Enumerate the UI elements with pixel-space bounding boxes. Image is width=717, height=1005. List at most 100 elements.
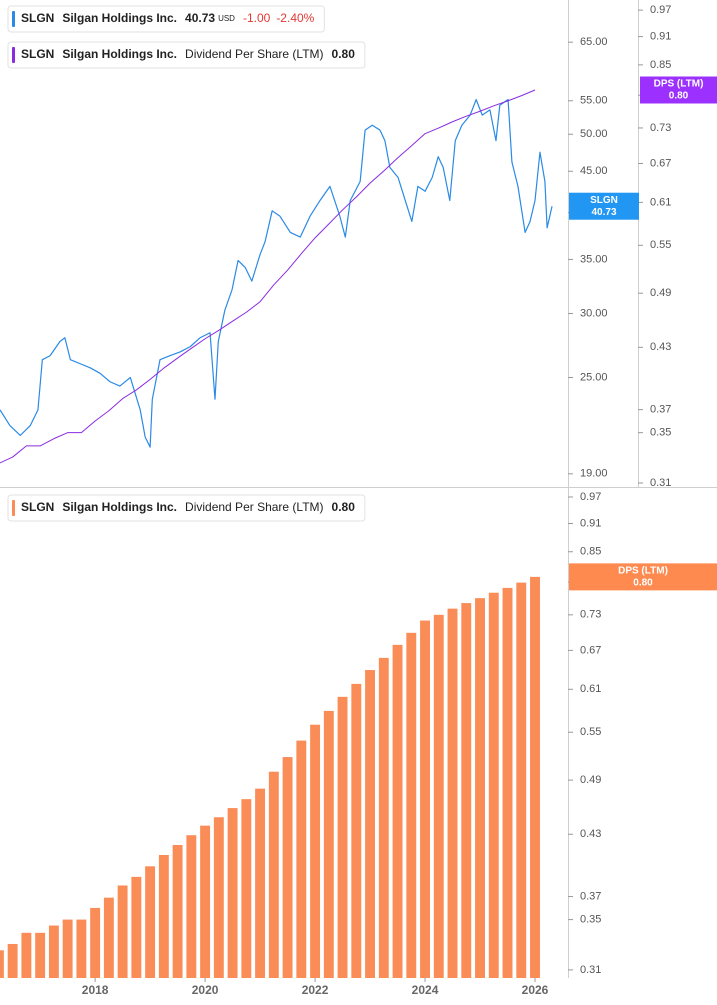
y-tick-label: 50.00 <box>580 128 608 140</box>
legend-text: Silgan Holdings Inc. <box>62 11 177 25</box>
bar <box>131 876 142 978</box>
y-tick-label: 0.73 <box>580 609 601 621</box>
bar <box>488 592 499 978</box>
y-tick-label: 0.67 <box>580 644 601 656</box>
y-tick-label: 65.00 <box>580 36 608 48</box>
y-tick-label: 0.97 <box>580 491 601 503</box>
y-tick-label: 35.00 <box>580 253 608 265</box>
legend-text: Silgan Holdings Inc. <box>62 500 177 514</box>
bar <box>35 932 46 978</box>
y-tick-label: 0.43 <box>580 828 601 840</box>
y-tick-label: 0.37 <box>580 890 601 902</box>
y-tick-label: 55.00 <box>580 95 608 107</box>
y-tick-label: 0.85 <box>650 59 671 71</box>
legend-text: Dividend Per Share (LTM) <box>185 47 324 61</box>
legend-box <box>7 41 366 69</box>
bar <box>255 788 266 978</box>
bar <box>392 644 403 978</box>
y-tick-label: 0.61 <box>650 196 671 208</box>
y-tick-label: 0.85 <box>580 546 601 558</box>
bar <box>461 603 472 978</box>
price-badge <box>569 563 717 591</box>
x-tick-label: 2020 <box>192 983 219 997</box>
bar <box>200 825 211 978</box>
bar <box>420 620 430 978</box>
bar <box>48 925 59 978</box>
legend-text: 0.80 <box>332 500 356 514</box>
x-tick-label: 2018 <box>82 983 109 997</box>
price-badge <box>569 192 639 220</box>
badge-text: 40.73 <box>591 207 616 218</box>
bar <box>351 683 362 978</box>
y-tick-label: 0.35 <box>650 427 671 439</box>
bar <box>365 670 376 978</box>
y-tick-label: 0.55 <box>650 239 671 251</box>
y-tick-label: 0.43 <box>650 341 671 353</box>
legend-color <box>12 47 15 63</box>
legend-text: -1.00 <box>243 11 271 25</box>
x-tick-label: 2026 <box>522 983 549 997</box>
bar <box>227 808 238 978</box>
bar <box>406 632 417 978</box>
bar <box>103 897 114 978</box>
badge-text: 0.80 <box>669 91 689 102</box>
bar <box>62 919 73 978</box>
y-tick-label: 45.00 <box>580 165 608 177</box>
legend-text: Dividend Per Share (LTM) <box>185 500 324 514</box>
bar <box>310 724 321 978</box>
bar <box>117 885 128 978</box>
y-tick-label: 19.00 <box>580 468 608 480</box>
bar <box>447 608 458 978</box>
plot-area <box>0 89 553 464</box>
bar <box>475 598 485 978</box>
legend-color <box>12 500 15 516</box>
bar <box>21 932 32 978</box>
legend-entry: SLGN Silgan Holdings Inc. 40.73 USD -1.00 -2.… <box>7 5 325 33</box>
y-tick-label: 0.61 <box>580 683 601 695</box>
legend-text: USD <box>218 14 235 23</box>
y-tick-label: 0.67 <box>650 157 671 169</box>
y-tick-label: 0.91 <box>650 31 671 43</box>
y-tick-label: 0.73 <box>650 122 671 134</box>
legend-text: SLGN <box>21 500 54 514</box>
plot-area <box>0 576 540 978</box>
legend-box <box>7 5 325 33</box>
y-tick-label: 0.31 <box>580 964 601 976</box>
y-tick-label: 0.31 <box>650 477 671 489</box>
y-tick-label: 0.37 <box>650 404 671 416</box>
bar <box>502 587 513 978</box>
bar <box>282 757 293 978</box>
bar <box>516 582 527 978</box>
bar <box>378 657 389 978</box>
bar <box>530 576 540 978</box>
legend-box <box>7 494 366 522</box>
x-tick-label: 2022 <box>302 983 329 997</box>
bar <box>337 696 348 978</box>
bar <box>172 844 183 978</box>
legend-text: 40.73 <box>185 11 215 25</box>
series-line <box>0 98 553 448</box>
legend-entry: SLGN Silgan Holdings Inc. Dividend Per Sha… <box>7 41 366 69</box>
bar <box>433 614 444 978</box>
y-tick-label: 0.49 <box>580 774 601 786</box>
series-line <box>0 89 536 464</box>
legend-text: SLGN <box>21 47 54 61</box>
legend-text: -2.40% <box>276 11 314 25</box>
bar <box>323 710 334 978</box>
bar <box>268 771 279 978</box>
badge-text: DPS (LTM) <box>618 566 668 577</box>
y-tick-label: 0.55 <box>580 726 601 738</box>
legend-entry: SLGN Silgan Holdings Inc. Dividend Per Sha… <box>7 494 366 522</box>
bar <box>213 817 224 978</box>
bar <box>158 855 169 978</box>
price-badge <box>640 76 717 104</box>
y-tick-label: 0.91 <box>580 517 601 529</box>
badge-text: 0.80 <box>633 578 653 589</box>
badge-text: DPS (LTM) <box>654 79 704 90</box>
bar <box>186 835 197 978</box>
legend-text: 0.80 <box>332 47 356 61</box>
legend-color <box>12 11 15 27</box>
bar <box>7 943 18 978</box>
y-tick-label: 0.49 <box>650 287 671 299</box>
